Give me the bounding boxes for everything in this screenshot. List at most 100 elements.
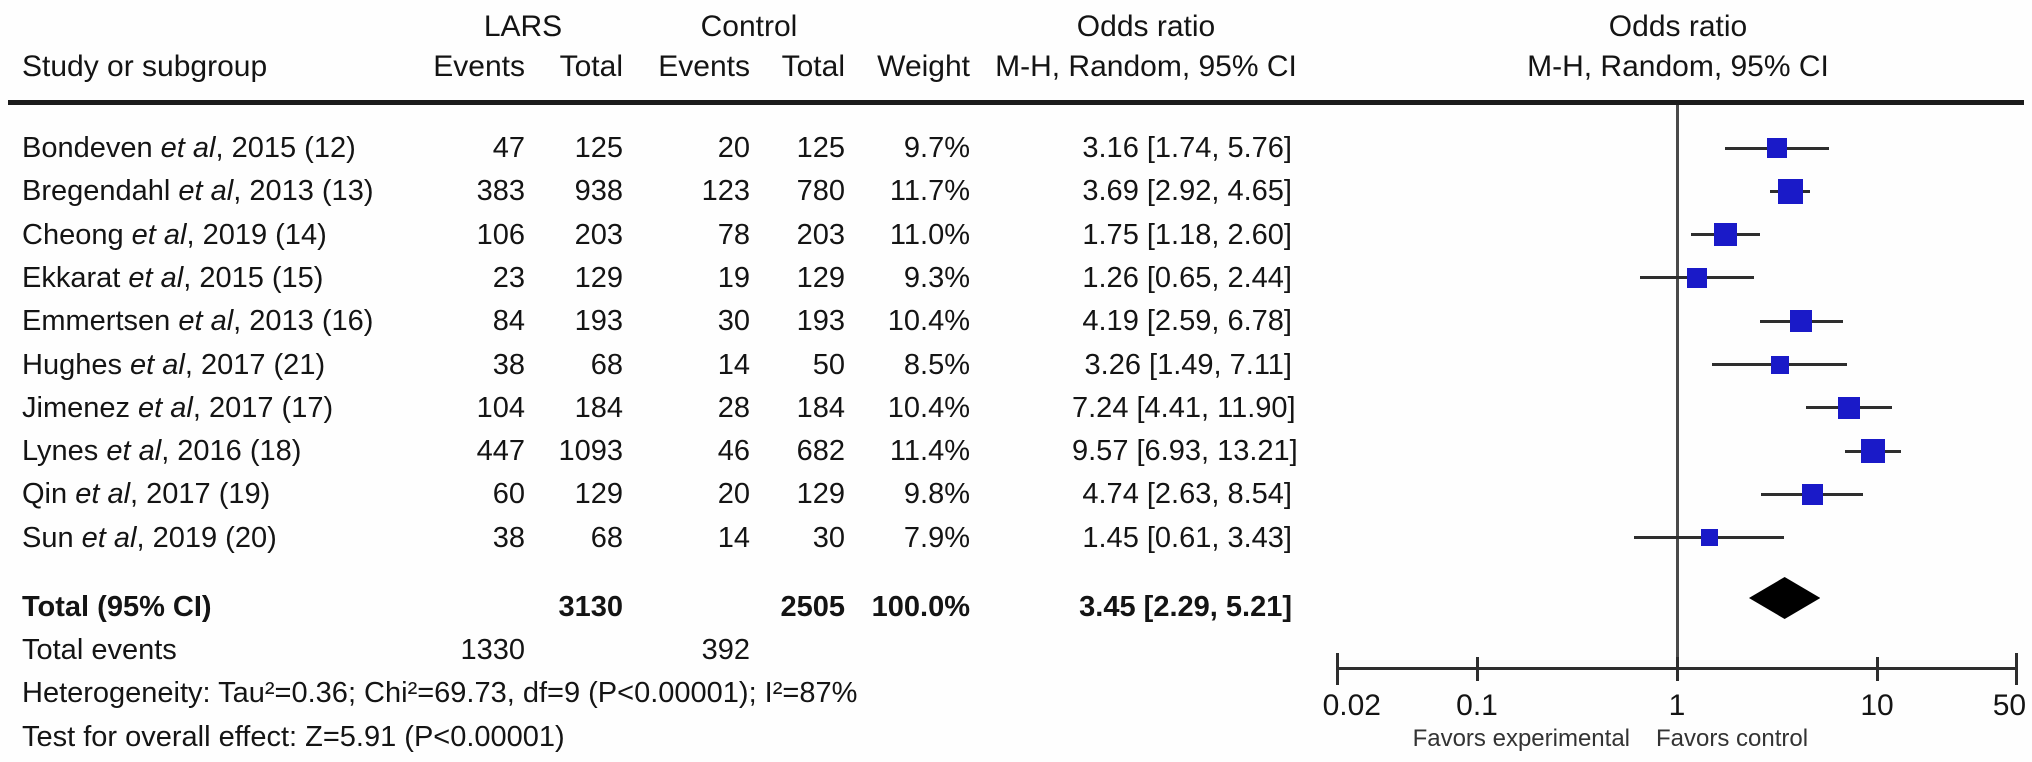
axis-tick bbox=[1875, 656, 1879, 681]
favors-control-label: Favors control bbox=[1656, 725, 1809, 752]
control-total-cell: 129 bbox=[796, 261, 845, 294]
weight-cell: 9.7% bbox=[903, 132, 970, 164]
et-al: et al bbox=[170, 175, 234, 208]
et-al: et al bbox=[123, 218, 187, 251]
lars-events-cell: 106 bbox=[476, 218, 525, 251]
odds-ratio-ci-cell: 1.75 [1.18, 2.60] bbox=[1082, 218, 1292, 251]
weight-cell: 10.4% bbox=[887, 305, 970, 338]
axis-tick bbox=[1335, 652, 1339, 685]
control-total-cell: 184 bbox=[796, 391, 845, 424]
axis-tick bbox=[1475, 656, 1479, 681]
odds-ratio-ci-cell: 3.16 [1.74, 5.76] bbox=[1082, 132, 1292, 164]
study-label: Bregendahl et al, 2013 (13) bbox=[22, 170, 373, 212]
study-author: Lynes bbox=[22, 435, 99, 468]
study-year-ref: , 2013 (13) bbox=[233, 175, 374, 208]
total-events-label: Total events bbox=[22, 629, 177, 671]
lars-total-cell: 129 bbox=[574, 478, 623, 511]
control-events-cell: 20 bbox=[717, 478, 750, 511]
effect-square bbox=[1861, 439, 1886, 464]
column-header-study: Study or subgroup bbox=[22, 50, 268, 83]
favors-experimental-label: Favors experimental bbox=[1412, 725, 1630, 752]
group-header-control: Control bbox=[700, 10, 798, 43]
column-header-mh-random-plot: M-H, Random, 95% CI bbox=[1527, 50, 1829, 83]
effect-square bbox=[1766, 138, 1787, 158]
study-label: Ekkarat et al, 2015 (15) bbox=[22, 257, 323, 299]
weight-cell: 9.3% bbox=[903, 261, 970, 294]
weight-cell: 7.9% bbox=[903, 521, 970, 554]
effect-square bbox=[1777, 178, 1803, 204]
odds-ratio-ci-cell: 9.57 [6.93, 13.21] bbox=[1072, 435, 1298, 468]
study-label: Sun et al, 2019 (20) bbox=[22, 517, 277, 559]
lars-events-cell: 447 bbox=[476, 435, 525, 468]
column-header-lars-events: Events bbox=[433, 50, 525, 83]
lars-total-cell: 68 bbox=[590, 348, 623, 381]
study-label: Bondeven et al, 2015 (12) bbox=[22, 127, 356, 169]
study-year-ref: , 2013 (16) bbox=[233, 305, 374, 338]
total-control-total-cell: 2505 bbox=[780, 591, 845, 623]
study-author: Total events bbox=[22, 634, 177, 666]
column-header-weight: Weight bbox=[877, 50, 970, 83]
study-author: Sun bbox=[22, 521, 74, 554]
control-events-cell: 14 bbox=[717, 348, 750, 381]
lars-events-cell: 383 bbox=[476, 175, 525, 208]
et-al: et al bbox=[67, 478, 131, 511]
lars-total-cell: 184 bbox=[574, 391, 623, 424]
effect-square bbox=[1770, 355, 1789, 374]
weight-cell: 11.4% bbox=[889, 435, 970, 468]
odds-ratio-ci-cell: 3.26 [1.49, 7.11] bbox=[1084, 348, 1292, 381]
study-year-ref: , 2017 (19) bbox=[130, 478, 271, 511]
study-author: Cheong bbox=[22, 218, 124, 251]
control-total-cell: 682 bbox=[796, 435, 845, 468]
column-header-control-events: Events bbox=[658, 50, 750, 83]
lars-total-cell: 203 bbox=[574, 218, 623, 251]
column-header-control-total: Total bbox=[781, 50, 845, 83]
weight-cell: 8.5% bbox=[903, 348, 970, 381]
weight-cell: 11.7% bbox=[889, 175, 970, 208]
axis-tick-label: 1 bbox=[1668, 689, 1686, 722]
axis-tick bbox=[1675, 656, 1679, 681]
study-label: Cheong et al, 2019 (14) bbox=[22, 214, 327, 256]
control-events-cell: 30 bbox=[717, 305, 750, 338]
axis-tick-label: 0.1 bbox=[1456, 689, 1498, 722]
study-year-ref: , 2017 (17) bbox=[192, 391, 334, 424]
et-al: et al bbox=[120, 261, 184, 294]
study-author: Emmertsen bbox=[22, 305, 171, 338]
axis-tick-label: 50 bbox=[1992, 689, 2027, 722]
study-label: Jimenez et al, 2017 (17) bbox=[22, 387, 333, 429]
et-al: et al bbox=[121, 348, 185, 381]
effect-square bbox=[1790, 310, 1813, 333]
odds-ratio-ci-cell: 4.74 [2.63, 8.54] bbox=[1082, 478, 1292, 511]
et-al: et al bbox=[73, 521, 137, 554]
odds-ratio-ci-cell: 7.24 [4.41, 11.90] bbox=[1072, 391, 1296, 424]
study-author: Bregendahl bbox=[22, 175, 171, 208]
weight-cell: 10.4% bbox=[887, 391, 970, 424]
heterogeneity-stats: Heterogeneity: Tau²=0.36; Chi²=69.73, df… bbox=[22, 677, 858, 709]
study-author: Qin bbox=[22, 478, 68, 511]
control-total-cell: 50 bbox=[812, 348, 845, 381]
lars-events-cell: 104 bbox=[476, 391, 525, 424]
control-events-cell: 20 bbox=[717, 132, 750, 164]
study-label: Qin et al, 2017 (19) bbox=[22, 473, 270, 515]
lars-events-cell: 84 bbox=[492, 305, 525, 338]
total-events-control-cell: 392 bbox=[701, 634, 750, 666]
total-odds-ratio-ci-cell: 3.45 [2.29, 5.21] bbox=[1079, 591, 1292, 623]
column-header-mh-random-text: M-H, Random, 95% CI bbox=[995, 50, 1297, 83]
odds-ratio-ci-cell: 3.69 [2.92, 4.65] bbox=[1082, 175, 1292, 208]
effect-square bbox=[1687, 267, 1708, 288]
control-events-cell: 78 bbox=[717, 218, 750, 251]
control-events-cell: 123 bbox=[701, 175, 750, 208]
study-year-ref: , 2017 (21) bbox=[184, 348, 326, 381]
control-events-cell: 14 bbox=[717, 521, 750, 554]
control-total-cell: 193 bbox=[796, 305, 845, 338]
et-al: et al bbox=[152, 132, 216, 164]
effect-square bbox=[1837, 396, 1860, 419]
lars-total-cell: 1093 bbox=[558, 435, 623, 468]
study-author: Total (95% CI) bbox=[22, 591, 212, 623]
lars-total-cell: 129 bbox=[574, 261, 623, 294]
et-al: et al bbox=[98, 435, 162, 468]
effect-square bbox=[1801, 483, 1823, 505]
study-label: Lynes et al, 2016 (18) bbox=[22, 430, 301, 472]
axis-tick-label: 0.02 bbox=[1322, 689, 1381, 722]
et-al: et al bbox=[170, 305, 234, 338]
